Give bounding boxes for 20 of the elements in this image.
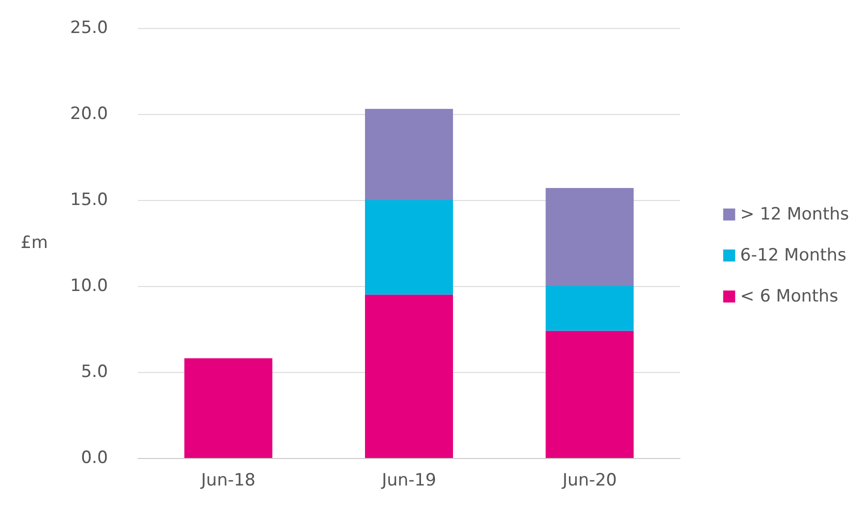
bar bbox=[365, 294, 453, 458]
y-tick-label: 20.0 bbox=[70, 104, 108, 124]
legend-label: 6-12 Months bbox=[740, 246, 846, 266]
y-tick-label: 10.0 bbox=[70, 276, 108, 296]
bar bbox=[546, 286, 634, 331]
legend-label: > 12 Months bbox=[740, 204, 850, 224]
bar bbox=[365, 108, 453, 200]
y-tick-label: 25.0 bbox=[70, 18, 108, 38]
bar bbox=[365, 200, 453, 295]
bar bbox=[184, 358, 272, 458]
y-tick-label: 15.0 bbox=[70, 190, 108, 210]
x-tick-label: Jun-18 bbox=[200, 470, 256, 490]
legend-label: < 6 Months bbox=[740, 286, 838, 306]
y-axis-title: £m bbox=[20, 233, 48, 253]
bar bbox=[546, 330, 634, 458]
y-tick-label: 0.0 bbox=[80, 448, 108, 468]
x-tick-label: Jun-20 bbox=[561, 470, 617, 490]
x-tick-label: Jun-19 bbox=[380, 470, 436, 490]
bar bbox=[546, 188, 634, 286]
y-tick-label: 5.0 bbox=[80, 362, 108, 382]
